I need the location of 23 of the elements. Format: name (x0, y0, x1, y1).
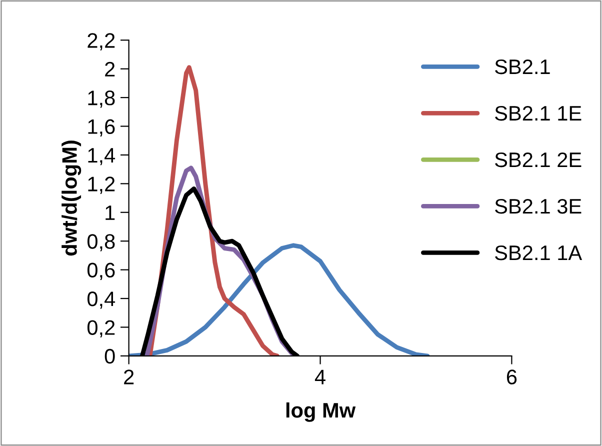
y-tick-label: 0,8 (87, 234, 115, 252)
x-axis-title: log Mw (286, 402, 356, 422)
legend-label: SB2.1 1A (495, 245, 582, 260)
y-tick-label: 1 (106, 206, 115, 220)
x-tick-label: 4 (314, 370, 326, 384)
y-tick-label: 2 (105, 62, 115, 76)
y-tick-label: 2,2 (88, 33, 115, 50)
legend-label: SB2.1 3E (495, 198, 582, 214)
legend-label: SB2.1 (495, 59, 550, 74)
y-tick-label: 1,4 (88, 148, 116, 166)
y-tick-label: 1,2 (88, 176, 115, 194)
legend-label: SB2.1 2E (495, 152, 582, 168)
y-tick-label: 0,2 (87, 320, 115, 338)
line-series (128, 243, 430, 356)
x-tick-label: 6 (506, 370, 517, 384)
y-tick-label: 1,8 (88, 90, 115, 108)
y-tick-label: 0,6 (87, 262, 115, 280)
y-axis-title: dwt/d(logM) (62, 140, 82, 256)
y-tick-label: 0,4 (87, 291, 116, 309)
legend-label: SB2.1 1E (495, 106, 582, 121)
y-tick-label: 0 (104, 348, 115, 364)
y-tick-label: 1,6 (88, 119, 115, 136)
x-tick-label: 2 (124, 370, 134, 384)
